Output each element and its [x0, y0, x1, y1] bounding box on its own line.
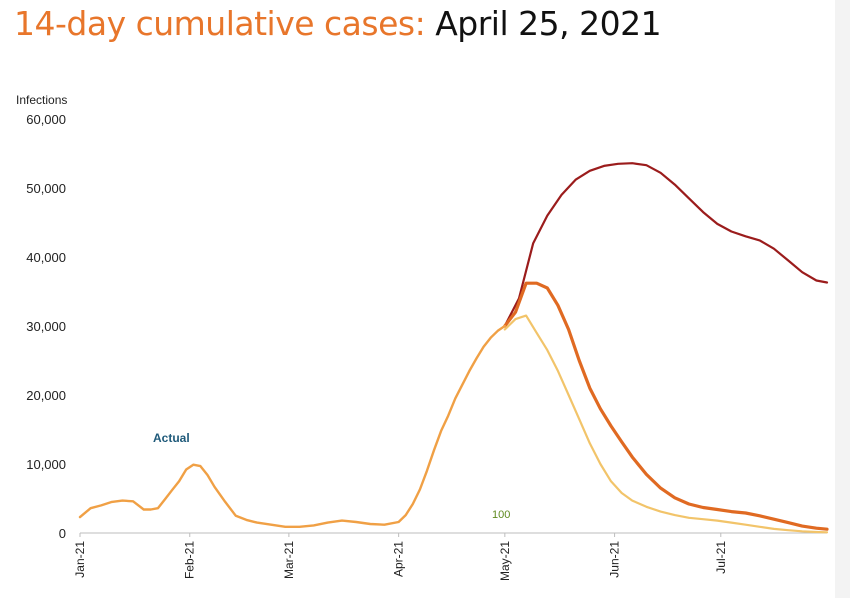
- y-tick-label: 30,000: [26, 319, 66, 334]
- x-tick-label: Jul-21: [714, 541, 728, 574]
- chart-title: 14-day cumulative cases: April 25, 2021: [14, 4, 662, 43]
- x-tick-label: Feb-21: [183, 541, 197, 579]
- x-tick-label: Jan-21: [73, 541, 87, 578]
- y-tick-label: 40,000: [26, 250, 66, 265]
- title-part1: 14-day cumulative cases:: [14, 4, 426, 43]
- series-line-2: [503, 281, 829, 531]
- title-part2: April 25, 2021: [435, 4, 662, 43]
- x-tick-label: Mar-21: [282, 541, 296, 579]
- series-line-4: [78, 324, 506, 528]
- y-tick-label: 20,000: [26, 388, 66, 403]
- y-tick-label: 0: [59, 526, 66, 541]
- annotation-100: 100: [492, 509, 510, 521]
- y-axis-label: Infections: [16, 93, 67, 107]
- series-line-1: [503, 162, 829, 328]
- right-edge-strip: [835, 0, 850, 598]
- y-tick-label: 60,000: [26, 112, 66, 127]
- y-tick-label: 10,000: [26, 457, 66, 472]
- x-tick-label: Jun-21: [608, 541, 622, 578]
- y-tick-label: 50,000: [26, 181, 66, 196]
- x-tick-label: Apr-21: [392, 541, 406, 577]
- x-tick-label: May-21: [498, 541, 512, 581]
- annotation-actual: Actual: [153, 431, 190, 445]
- series-line-3: [503, 314, 829, 534]
